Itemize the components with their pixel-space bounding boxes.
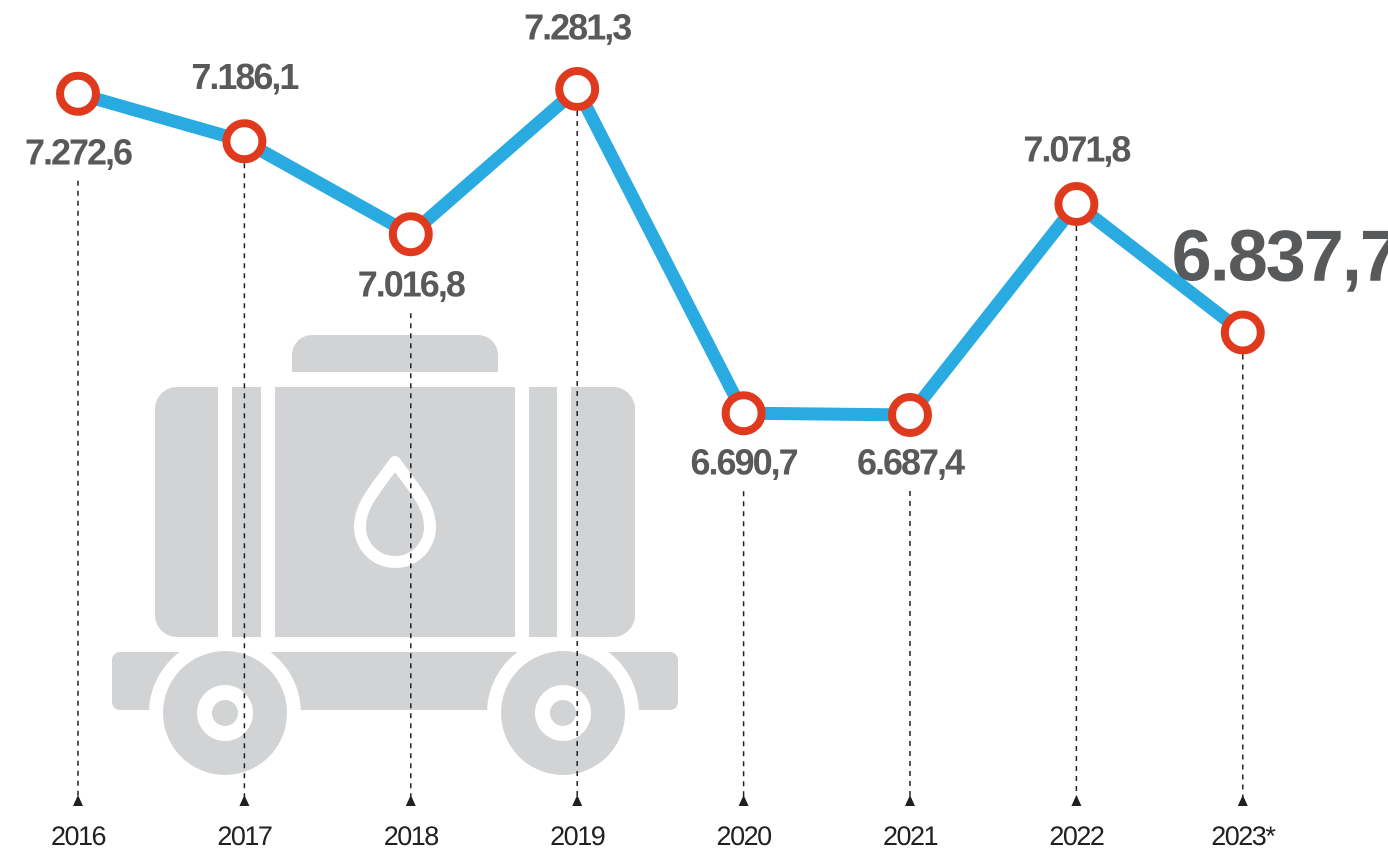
value-label: 7.281,3 [524, 7, 631, 48]
value-label: 7.186,1 [191, 56, 299, 97]
guide-arrow [572, 795, 582, 806]
marker [559, 71, 595, 107]
x-tick-label: 2021 [883, 821, 938, 851]
guide-arrow [73, 795, 83, 806]
guide-arrow [406, 795, 416, 806]
x-tick-label: 2020 [717, 821, 772, 851]
x-tick-label: 2023* [1211, 821, 1276, 851]
marker [892, 397, 928, 433]
marker [1225, 314, 1261, 350]
value-label: 7.071,8 [1023, 129, 1130, 170]
value-label: 6.687,4 [857, 442, 965, 483]
value-label: 7.016,8 [358, 264, 465, 305]
chart: 7.272,6 7.186,1 7.016,8 7.281,3 6.690,7 6.687… [0, 0, 1388, 858]
marker [1058, 186, 1094, 222]
marker [226, 123, 262, 159]
x-tick-label: 2019 [550, 821, 605, 851]
value-label: 7.272,6 [25, 131, 132, 172]
x-tick-label: 2016 [51, 821, 106, 851]
guide-arrow [1071, 795, 1081, 806]
marker [60, 76, 96, 112]
tank-icon [112, 335, 678, 789]
marker [726, 395, 762, 431]
page: 7.272,6 7.186,1 7.016,8 7.281,3 6.690,7 6.687… [0, 0, 1388, 858]
guide-arrow [739, 795, 749, 806]
x-tick-label: 2017 [217, 821, 272, 851]
guide-arrow [905, 795, 915, 806]
guide-arrow [239, 795, 249, 806]
x-tick-label: 2018 [384, 821, 439, 851]
guide-arrow [1238, 795, 1248, 806]
value-label: 6.690,7 [691, 442, 798, 483]
x-tick-label: 2022 [1049, 821, 1104, 851]
value-label: 6.837,7 [1172, 217, 1388, 297]
marker [393, 216, 429, 252]
